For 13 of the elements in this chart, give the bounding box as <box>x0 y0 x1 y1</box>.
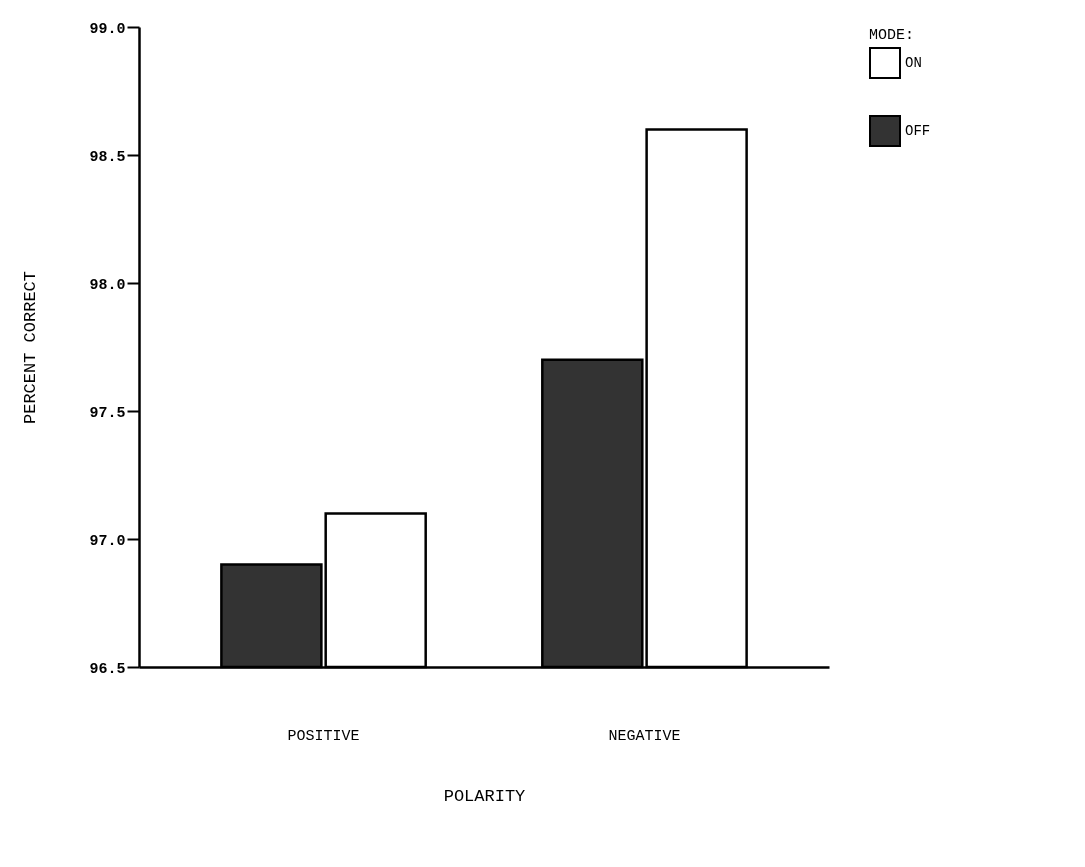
y-tick-label: 99.0 <box>89 20 126 38</box>
x-tick-label: NEGATIVE <box>608 727 681 745</box>
y-tick-label: 96.5 <box>89 660 126 678</box>
legend-label: ON <box>905 55 922 71</box>
legend-title: MODE: <box>869 27 915 44</box>
y-tick-label: 98.5 <box>89 148 126 166</box>
y-tick-label: 97.0 <box>89 532 126 550</box>
y-axis-title: PERCENT CORRECT <box>21 270 41 425</box>
y-tick-label: 98.0 <box>89 276 126 294</box>
x-axis-title: POLARITY <box>443 786 526 806</box>
y-tick-label: 97.5 <box>89 404 126 422</box>
x-tick-label: POSITIVE <box>287 727 360 745</box>
legend-label: OFF <box>905 123 931 139</box>
